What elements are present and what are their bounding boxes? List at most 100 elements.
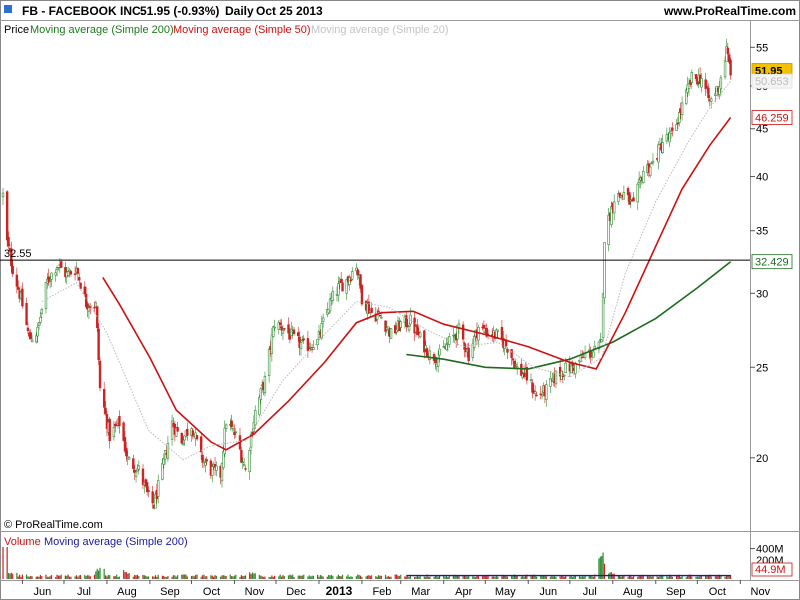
volume-bar: [380, 575, 382, 579]
volume-bar: [695, 576, 697, 579]
volume-bar: [136, 574, 139, 579]
volume-bar: [20, 576, 22, 579]
volume-bar: [224, 575, 226, 579]
x-tick-label: Jun: [539, 586, 557, 598]
candle-body: [514, 364, 517, 366]
volume-bar: [649, 575, 651, 579]
volume-bar: [447, 577, 449, 579]
volume-bar: [377, 575, 380, 579]
volume-bar: [196, 574, 198, 579]
volume-bar: [103, 568, 105, 579]
candle-body: [231, 428, 235, 431]
candle-body: [55, 266, 59, 271]
candle-body: [211, 466, 214, 476]
x-tick-label: Dec: [286, 586, 306, 598]
volume-bar: [163, 575, 165, 579]
candle-body: [258, 397, 261, 415]
volume-bar: [268, 576, 270, 579]
volume-bar: [145, 575, 147, 579]
candle-body: [280, 326, 283, 331]
site-link[interactable]: www.ProRealTime.com: [663, 4, 796, 18]
volume-bar: [700, 575, 703, 579]
volume-bar: [465, 574, 467, 579]
candle-body: [97, 328, 100, 361]
volume-bar: [28, 576, 30, 579]
volume-bar: [542, 575, 545, 579]
volume-bar: [303, 574, 305, 579]
volume-bar: [122, 569, 125, 579]
candle-body: [356, 269, 359, 276]
volume-bar: [95, 571, 97, 579]
volume-bar: [619, 575, 621, 579]
candle-body: [407, 326, 411, 331]
volume-bar: [93, 574, 96, 579]
candle-body: [180, 432, 183, 444]
volume-bar: [346, 576, 348, 579]
candle-body: [1, 192, 5, 198]
candle-body: [461, 324, 465, 340]
volume-bar: [437, 576, 439, 579]
volume-bar: [574, 574, 576, 579]
x-tick-label: Aug: [117, 586, 137, 598]
candle-body: [384, 320, 387, 332]
volume-bar: [660, 574, 662, 579]
candle-body: [298, 336, 301, 348]
volume-bar: [688, 574, 690, 579]
candle-body: [79, 282, 82, 289]
candle-body: [632, 197, 635, 202]
candle-body: [195, 435, 199, 440]
volume-bar: [50, 575, 53, 579]
x-tick-label: Jun: [34, 586, 52, 598]
volume-bar: [631, 577, 633, 579]
volume-bar: [462, 575, 464, 579]
candle-body: [26, 327, 30, 332]
candle-body: [729, 59, 732, 76]
candle-body: [263, 376, 267, 394]
candle-body: [533, 391, 537, 394]
candle-body: [78, 277, 81, 281]
candle-body: [378, 315, 382, 317]
candle-body: [320, 322, 323, 339]
candle-body: [377, 310, 380, 313]
candle-body: [125, 447, 128, 457]
candle-body: [603, 242, 606, 299]
volume-bar: [667, 576, 669, 579]
volume-bar: [648, 576, 650, 579]
volume-bar: [491, 576, 493, 579]
candle-body: [564, 362, 567, 373]
candle-body: [40, 309, 44, 314]
x-tick-label: Nov: [751, 586, 771, 598]
candle-body: [248, 449, 251, 473]
volume-bar: [520, 576, 522, 579]
candle-body: [628, 192, 631, 205]
volume-bar: [244, 575, 247, 579]
volume-bar: [724, 576, 726, 579]
candle-body: [496, 329, 499, 332]
reference-line[interactable]: 32.55: [0, 248, 750, 261]
volume-bar: [727, 575, 729, 579]
volume-bar: [612, 573, 614, 579]
candle-body: [520, 363, 523, 376]
volume-bar: [280, 576, 283, 579]
volume-bar: [2, 547, 4, 579]
candle-body: [76, 267, 80, 274]
volume-bar: [300, 575, 302, 579]
candle-body: [223, 427, 226, 455]
candle-body: [108, 418, 111, 442]
volume-bar: [553, 576, 556, 579]
volume-bar: [49, 576, 51, 579]
x-tick-label: Jul: [77, 586, 91, 598]
volume-bar: [147, 576, 150, 579]
candle-body: [176, 427, 179, 432]
candle-body: [133, 469, 136, 473]
candle-body: [230, 420, 233, 428]
chart-menu-icon[interactable]: [4, 5, 12, 13]
volume-bar: [418, 576, 420, 579]
volume-bar: [477, 575, 479, 579]
volume-bar: [493, 576, 495, 579]
x-tick-label: Oct: [709, 586, 726, 598]
candle-body: [649, 166, 652, 176]
volume-bar: [563, 576, 565, 579]
value-label-box: [751, 254, 793, 270]
